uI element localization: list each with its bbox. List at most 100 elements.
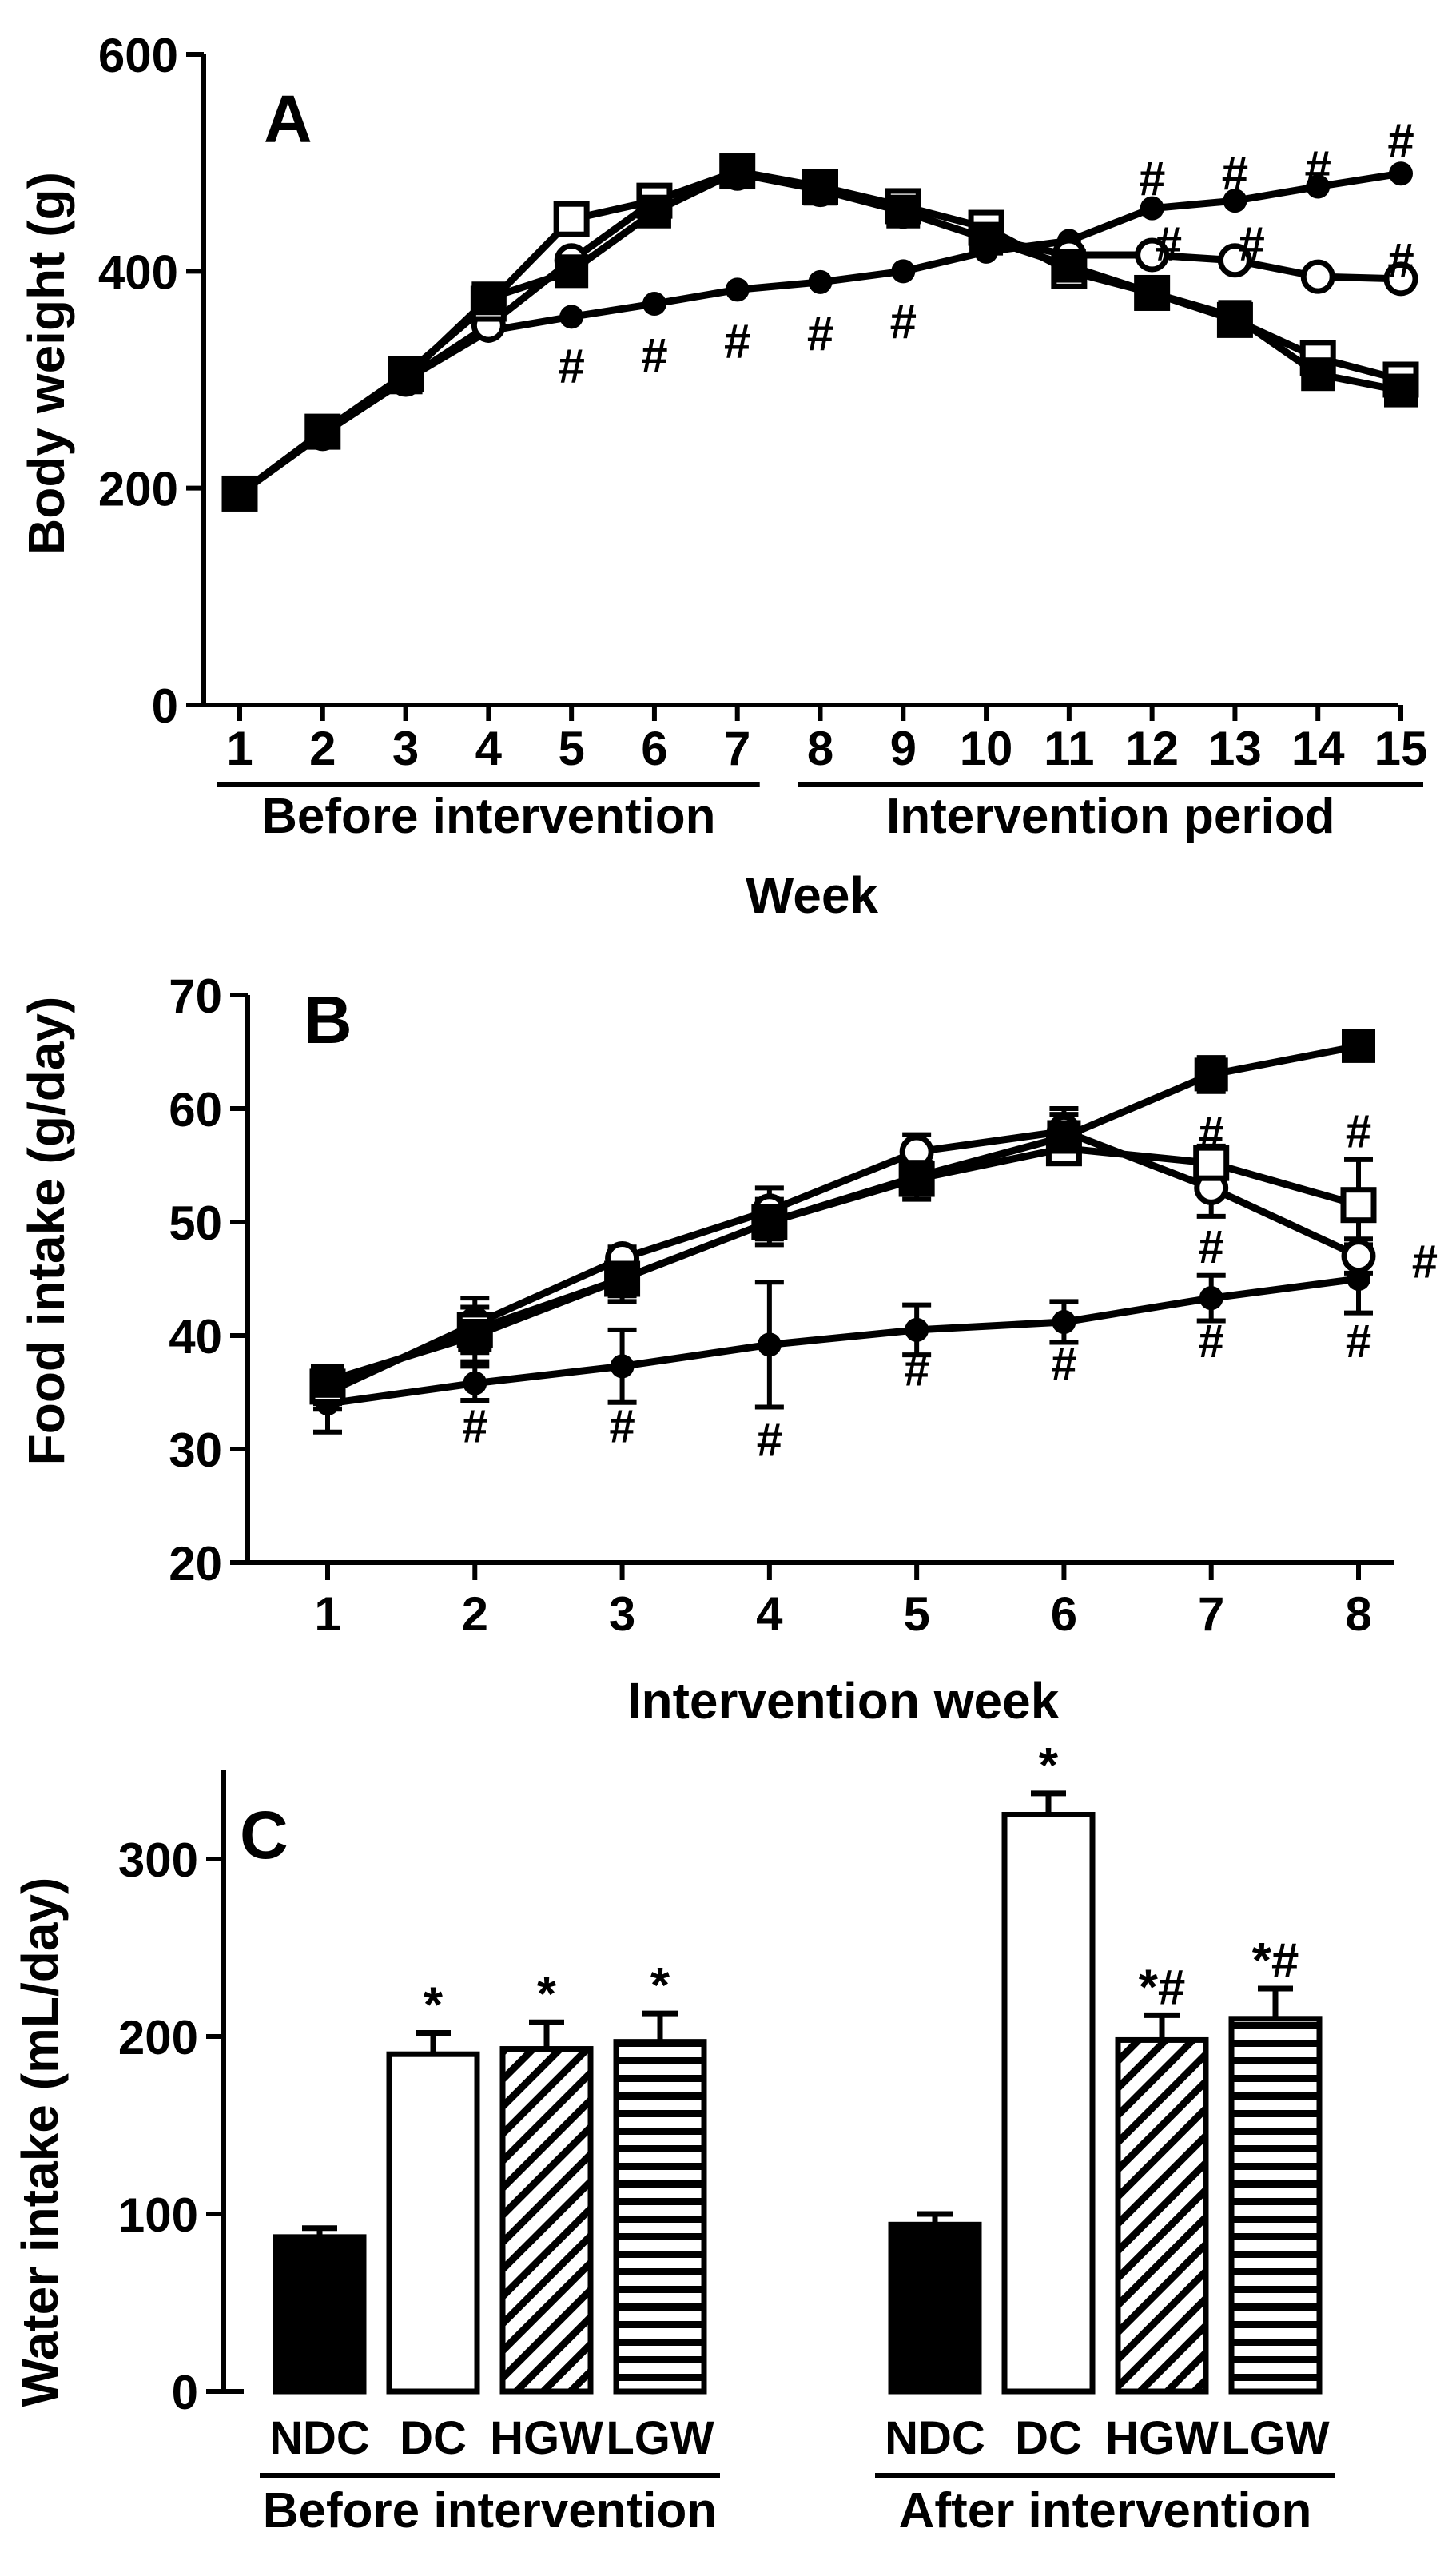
- category-label: DC: [400, 2412, 467, 2464]
- x-tick-label: 6: [1051, 1587, 1077, 1641]
- significance-mark: #: [1387, 114, 1414, 168]
- series-line: [327, 1275, 1359, 1407]
- significance-mark: #: [1412, 1236, 1438, 1288]
- group-label: After intervention: [899, 2483, 1312, 2538]
- significance-mark: #: [1199, 1221, 1224, 1273]
- data-point: [900, 1160, 934, 1194]
- x-tick-label: 3: [609, 1587, 635, 1641]
- significance-mark: #: [1346, 1105, 1371, 1157]
- x-tick-label: 3: [392, 722, 419, 775]
- y-tick-label: 20: [169, 1537, 222, 1591]
- x-tick-label: 8: [807, 722, 833, 775]
- x-tick-label: 1: [314, 1587, 340, 1641]
- data-point: [637, 194, 671, 229]
- panel-b-ylabel: Food intake (g/day): [18, 997, 75, 1466]
- data-point: [458, 1319, 492, 1352]
- bar: [1115, 2036, 1209, 2395]
- significance-mark: #: [1199, 1316, 1224, 1368]
- data-point: [1384, 373, 1418, 408]
- bar: [273, 2234, 367, 2395]
- data-point: [1223, 189, 1247, 213]
- series-line: [326, 1127, 1360, 1396]
- significance-mark: #: [641, 328, 667, 382]
- significance-mark: *: [1039, 1738, 1059, 1794]
- data-point: [1193, 1145, 1230, 1181]
- panel-a-letter: A: [264, 82, 312, 157]
- data-point: [1306, 174, 1331, 199]
- data-point: [1342, 1029, 1375, 1063]
- significance-mark: #: [609, 1401, 635, 1453]
- data-point: [1389, 161, 1413, 186]
- y-tick-label: 40: [169, 1310, 222, 1364]
- significance-mark: #: [1139, 152, 1165, 205]
- data-point: [969, 221, 1004, 256]
- y-tick-label: 0: [152, 679, 178, 733]
- x-tick-label: 12: [1125, 722, 1179, 775]
- data-point: [752, 1205, 786, 1239]
- category-label: DC: [1015, 2412, 1082, 2464]
- data-point: [905, 1317, 929, 1342]
- panel-a-y-axis: 0 200 400 600: [98, 29, 206, 733]
- data-point: [388, 360, 423, 395]
- x-tick-label: 1: [226, 722, 253, 775]
- significance-mark: #: [1156, 217, 1182, 270]
- x-tick-label: 2: [309, 722, 336, 775]
- significance-mark: *: [537, 1967, 557, 2022]
- data-point: [725, 277, 750, 302]
- data-point: [559, 305, 584, 329]
- panel-a-ylabel: Body weight (g): [18, 172, 75, 555]
- x-tick-label: 8: [1345, 1587, 1371, 1641]
- data-point: [610, 1354, 635, 1379]
- data-point: [757, 1332, 782, 1357]
- category-label: NDC: [885, 2412, 985, 2464]
- significance-mark: #: [724, 315, 750, 368]
- x-tick-label: 13: [1208, 722, 1262, 775]
- data-point: [891, 259, 916, 284]
- significance-mark: #: [1387, 233, 1414, 287]
- significance-mark: *#: [1139, 1960, 1186, 2015]
- significance-mark: #: [1051, 1339, 1076, 1391]
- data-point: [1340, 1187, 1377, 1224]
- x-tick-label: 7: [1198, 1587, 1224, 1641]
- data-point: [642, 292, 666, 317]
- panel-b-plot: [309, 1029, 1377, 1435]
- y-tick-label: 300: [118, 1833, 198, 1887]
- significance-mark: #: [890, 295, 917, 348]
- bar: [1001, 1812, 1096, 2395]
- bar: [888, 2221, 982, 2395]
- panel-b-y-axis: 20 30 40 50 60 70: [169, 969, 250, 1591]
- y-tick-label: 200: [118, 2011, 198, 2064]
- data-point: [1217, 243, 1252, 278]
- series-line: [326, 1042, 1359, 1385]
- significance-mark: #: [558, 340, 584, 393]
- data-point: [1199, 1286, 1223, 1311]
- x-tick-label: 2: [462, 1587, 488, 1641]
- x-tick-label: 4: [756, 1587, 783, 1641]
- data-point: [1300, 259, 1335, 294]
- data-point: [1135, 276, 1169, 310]
- bar: [1228, 2016, 1323, 2395]
- panel-a-plot: [221, 153, 1419, 512]
- significance-mark: *#: [1252, 1933, 1299, 1989]
- significance-mark: #: [757, 1415, 782, 1467]
- x-tick-label: 14: [1291, 722, 1345, 775]
- data-point: [311, 1364, 344, 1398]
- panel-a-x-axis: 1 2 3 4 5 6 7 8 9 10 11 12 13 14 15: [204, 703, 1427, 775]
- data-point: [463, 1371, 487, 1395]
- y-tick-label: 60: [169, 1083, 222, 1137]
- panel-b-x-axis: 1 2 3 4 5 6 7 8: [248, 1560, 1394, 1641]
- panel-a-group-brackets: Before intervention Intervention period: [217, 782, 1423, 844]
- group-label: Before intervention: [263, 2483, 717, 2538]
- data-point: [1052, 1309, 1076, 1334]
- category-label: LGW: [606, 2412, 714, 2464]
- category-label: HGW: [1105, 2412, 1219, 2464]
- x-tick-label: 10: [960, 722, 1013, 775]
- x-tick-label: 6: [641, 722, 667, 775]
- panel-a-xlabel: Week: [746, 866, 878, 924]
- x-tick-label: 7: [724, 722, 750, 775]
- group-label: Intervention period: [886, 789, 1335, 844]
- y-tick-label: 0: [172, 2366, 198, 2419]
- panel-c-letter: C: [240, 1798, 288, 1873]
